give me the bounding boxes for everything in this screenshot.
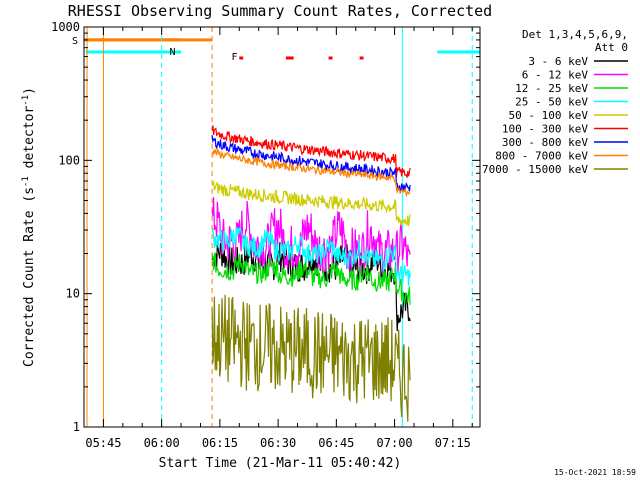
x-tick-label: 05:45 bbox=[85, 436, 121, 450]
x-axis: 05:45 06:00 06:15 06:30 06:45 07:00 07:15 bbox=[83, 27, 473, 450]
legend-label: 300 - 800 keV bbox=[502, 136, 588, 149]
series-line-5 bbox=[211, 125, 411, 178]
x-tick-label: 06:45 bbox=[318, 436, 354, 450]
series-line-8 bbox=[211, 294, 411, 422]
legend-label: 6 - 12 keV bbox=[522, 69, 589, 82]
x-tick-label: 06:00 bbox=[144, 436, 180, 450]
y-tick-label: 1 bbox=[73, 420, 80, 434]
plot-area: S N F bbox=[72, 27, 480, 427]
series-line-2 bbox=[211, 252, 411, 305]
legend-label: 100 - 300 keV bbox=[502, 123, 588, 136]
y-axis: 1 10 100 1000 bbox=[51, 20, 480, 434]
x-tick-label: 06:15 bbox=[202, 436, 238, 450]
series-line-4 bbox=[211, 181, 411, 226]
x-axis-label: Start Time (21-Mar-11 05:40:42) bbox=[159, 456, 402, 471]
legend-label: 25 - 50 keV bbox=[515, 96, 588, 109]
y-tick-label: 10 bbox=[66, 287, 80, 301]
plot-frame bbox=[83, 26, 481, 428]
legend-label: 800 - 7000 keV bbox=[495, 150, 588, 163]
flag-f: F bbox=[232, 52, 238, 63]
y-tick-label: 100 bbox=[58, 153, 80, 167]
x-tick-label: 07:15 bbox=[435, 436, 471, 450]
series-line-6 bbox=[211, 135, 411, 195]
y-tick-label: 1000 bbox=[51, 20, 80, 34]
flag-s: S bbox=[72, 36, 78, 47]
legend-label: 3 - 6 keV bbox=[528, 55, 588, 68]
legend-label: 7000 - 15000 keV bbox=[482, 163, 588, 176]
legend-label: 12 - 25 keV bbox=[515, 82, 588, 95]
series-line-7 bbox=[211, 147, 411, 198]
legend-title-line2: Att 0 bbox=[595, 41, 628, 54]
series-line-3 bbox=[211, 226, 411, 287]
flag-n: N bbox=[170, 47, 176, 58]
legend-title-line1: Det 1,3,4,5,6,9, bbox=[522, 28, 628, 41]
x-tick-label: 07:00 bbox=[377, 436, 413, 450]
legend-label: 50 - 100 keV bbox=[509, 109, 589, 122]
chart-title: RHESSI Observing Summary Count Rates, Co… bbox=[68, 2, 492, 20]
footer-timestamp: 15-Oct-2021 18:59 bbox=[554, 468, 636, 477]
x-tick-label: 06:30 bbox=[260, 436, 296, 450]
y-axis-label: Corrected Count Rate (s-1 detector-1) bbox=[21, 87, 37, 367]
